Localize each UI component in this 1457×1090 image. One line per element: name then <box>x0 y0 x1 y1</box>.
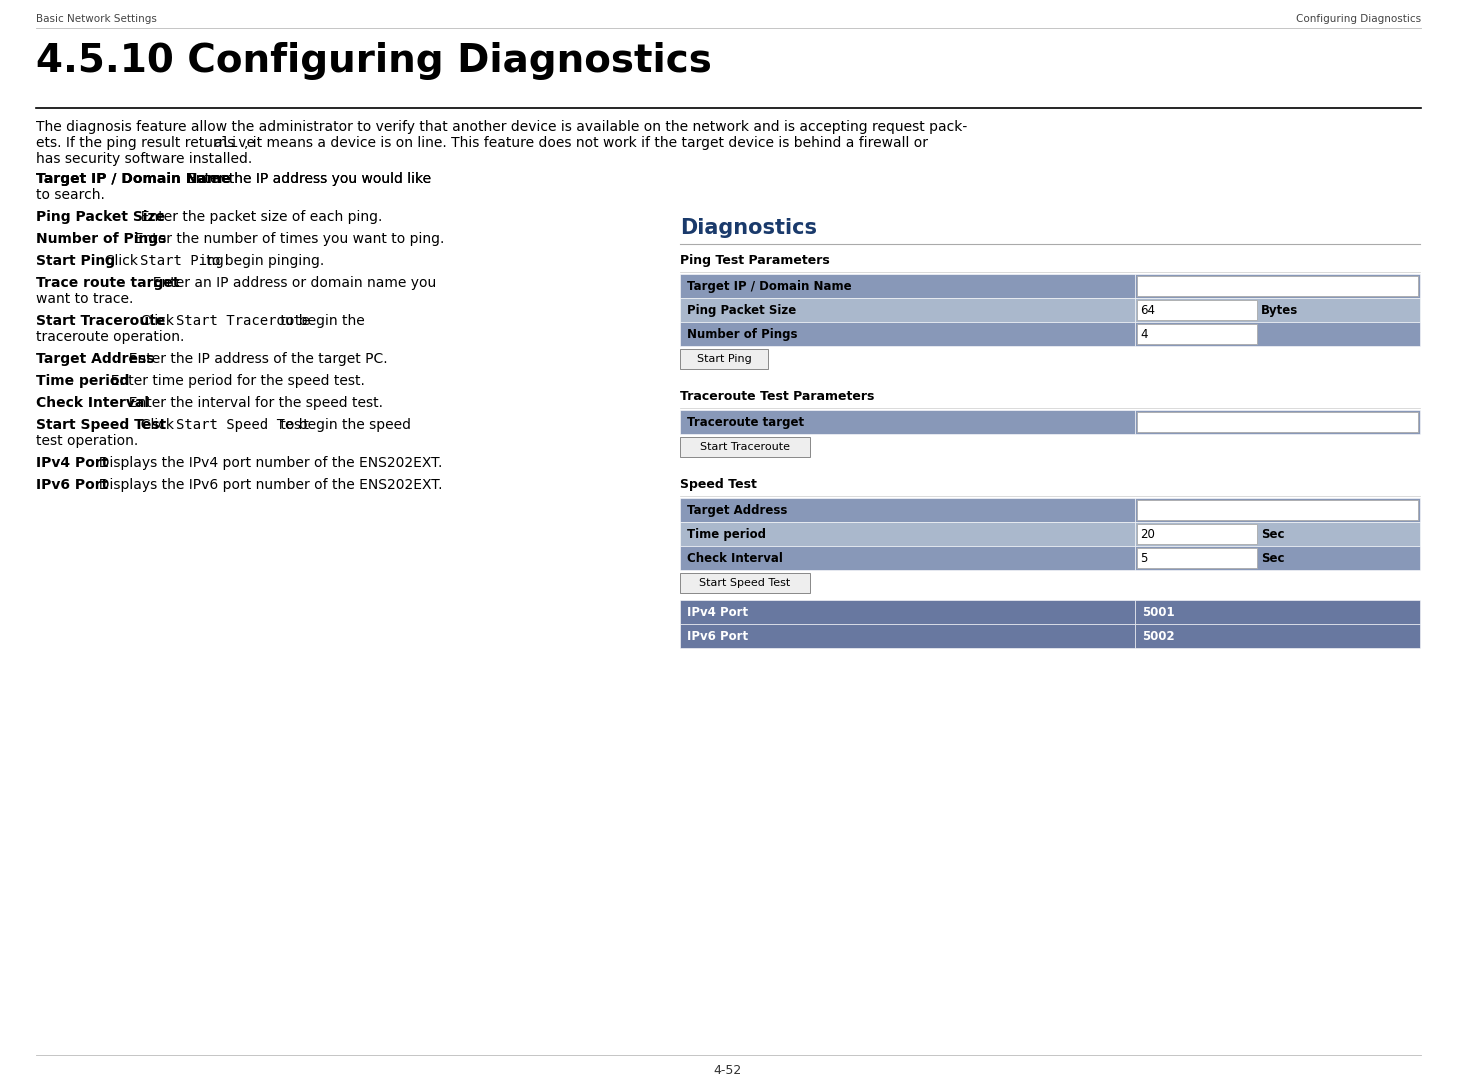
Text: Number of Pings: Number of Pings <box>36 232 166 246</box>
Text: 64: 64 <box>1139 303 1155 316</box>
Text: IPv6 Port: IPv6 Port <box>688 630 747 642</box>
Text: Traceroute Test Parameters: Traceroute Test Parameters <box>680 390 874 403</box>
Text: Target Address: Target Address <box>36 352 154 366</box>
Text: Time period: Time period <box>36 374 130 388</box>
Text: 4: 4 <box>1139 327 1148 340</box>
Bar <box>680 298 1135 322</box>
Text: Enter the IP address you would like: Enter the IP address you would like <box>173 172 431 186</box>
Text: Click: Click <box>133 417 178 432</box>
Text: Start Ping: Start Ping <box>696 354 752 364</box>
Text: Bytes: Bytes <box>1260 303 1298 316</box>
Text: 4.5.10 Configuring Diagnostics: 4.5.10 Configuring Diagnostics <box>36 43 712 80</box>
Bar <box>1135 546 1421 570</box>
Text: to search.: to search. <box>36 187 105 202</box>
Text: IPv4 Port: IPv4 Port <box>688 606 747 618</box>
Bar <box>680 498 1135 522</box>
Bar <box>1135 600 1421 623</box>
Text: to begin the speed: to begin the speed <box>275 417 411 432</box>
Bar <box>1136 412 1418 432</box>
Text: IPv6 Port: IPv6 Port <box>36 479 108 492</box>
Text: Target IP / Domain Name: Target IP / Domain Name <box>36 172 230 186</box>
Bar <box>680 600 1135 623</box>
Text: Displays the IPv6 port number of the ENS202EXT.: Displays the IPv6 port number of the ENS… <box>90 479 443 492</box>
Text: Click: Click <box>133 314 178 328</box>
Text: Ping Packet Size: Ping Packet Size <box>688 303 796 316</box>
Text: to begin pinging.: to begin pinging. <box>203 254 325 268</box>
Bar <box>1135 274 1421 298</box>
Text: Enter an IP address or domain name you: Enter an IP address or domain name you <box>144 276 436 290</box>
Bar <box>1136 300 1257 320</box>
Text: Start Traceroute: Start Traceroute <box>699 443 790 452</box>
Bar <box>1136 276 1418 296</box>
Text: has security software installed.: has security software installed. <box>36 152 252 166</box>
Text: Number of Pings: Number of Pings <box>688 327 797 340</box>
Text: Trace route target: Trace route target <box>36 276 179 290</box>
Text: Enter the interval for the speed test.: Enter the interval for the speed test. <box>119 396 383 410</box>
Text: Start Speed Test: Start Speed Test <box>699 578 791 588</box>
Text: Traceroute target: Traceroute target <box>688 415 804 428</box>
Bar <box>1136 548 1257 568</box>
Bar <box>1136 324 1257 344</box>
Text: 20: 20 <box>1139 528 1155 541</box>
Bar <box>680 623 1135 647</box>
Text: IPv4 Port: IPv4 Port <box>36 456 108 470</box>
Bar <box>680 349 768 370</box>
Text: Click: Click <box>96 254 143 268</box>
Text: Target IP / Domain Name: Target IP / Domain Name <box>36 172 230 186</box>
Text: Target IP / Domain Name: Target IP / Domain Name <box>688 279 852 292</box>
Text: traceroute operation.: traceroute operation. <box>36 330 185 344</box>
Bar <box>1136 524 1257 544</box>
Text: Enter time period for the speed test.: Enter time period for the speed test. <box>102 374 364 388</box>
Text: Sec: Sec <box>1260 528 1284 541</box>
Text: Displays the IPv4 port number of the ENS202EXT.: Displays the IPv4 port number of the ENS… <box>90 456 443 470</box>
Bar <box>680 322 1135 346</box>
Bar <box>680 546 1135 570</box>
Bar <box>680 522 1135 546</box>
Bar <box>1135 623 1421 647</box>
Text: ets. If the ping result returns: ets. If the ping result returns <box>36 136 239 150</box>
Text: Basic Network Settings: Basic Network Settings <box>36 14 157 24</box>
Text: Enter the IP address you would like: Enter the IP address you would like <box>173 172 431 186</box>
Bar <box>1135 498 1421 522</box>
Text: Enter the number of times you want to ping.: Enter the number of times you want to pi… <box>125 232 444 246</box>
Text: Enter the packet size of each ping.: Enter the packet size of each ping. <box>133 210 382 225</box>
Text: The diagnosis feature allow the administrator to verify that another device is a: The diagnosis feature allow the administ… <box>36 120 967 134</box>
Text: to begin the: to begin the <box>275 314 364 328</box>
Text: Enter the IP address of the target PC.: Enter the IP address of the target PC. <box>119 352 388 366</box>
Bar <box>1135 298 1421 322</box>
Text: Ping Test Parameters: Ping Test Parameters <box>680 254 829 267</box>
Text: Diagnostics: Diagnostics <box>680 218 817 238</box>
Text: , it means a device is on line. This feature does not work if the target device : , it means a device is on line. This fea… <box>243 136 928 150</box>
Text: Configuring Diagnostics: Configuring Diagnostics <box>1295 14 1421 24</box>
Text: test operation.: test operation. <box>36 434 138 448</box>
Text: Start Traceroute: Start Traceroute <box>176 314 310 328</box>
Text: 5001: 5001 <box>1142 606 1174 618</box>
Bar <box>1136 500 1418 520</box>
Bar <box>1135 322 1421 346</box>
Text: Check Interval: Check Interval <box>688 552 782 565</box>
Text: want to trace.: want to trace. <box>36 292 134 306</box>
Text: Target Address: Target Address <box>688 504 787 517</box>
Text: 4-52: 4-52 <box>714 1064 742 1077</box>
Text: 5: 5 <box>1139 552 1148 565</box>
Bar <box>1135 522 1421 546</box>
Text: Start Traceroute: Start Traceroute <box>36 314 165 328</box>
Bar <box>680 410 1135 434</box>
Text: Time period: Time period <box>688 528 766 541</box>
Text: Start Speed Test: Start Speed Test <box>36 417 166 432</box>
Bar <box>1135 410 1421 434</box>
Text: Check Interval: Check Interval <box>36 396 149 410</box>
Text: Speed Test: Speed Test <box>680 479 756 490</box>
Text: Sec: Sec <box>1260 552 1284 565</box>
Text: Start Ping: Start Ping <box>140 254 224 268</box>
Text: Start Speed Test: Start Speed Test <box>176 417 310 432</box>
Text: Ping Packet Size: Ping Packet Size <box>36 210 165 225</box>
Bar <box>680 274 1135 298</box>
Text: alive: alive <box>214 136 255 150</box>
Text: Start Ping: Start Ping <box>36 254 115 268</box>
Text: 5002: 5002 <box>1142 630 1174 642</box>
Bar <box>680 573 810 593</box>
Bar <box>680 437 810 457</box>
